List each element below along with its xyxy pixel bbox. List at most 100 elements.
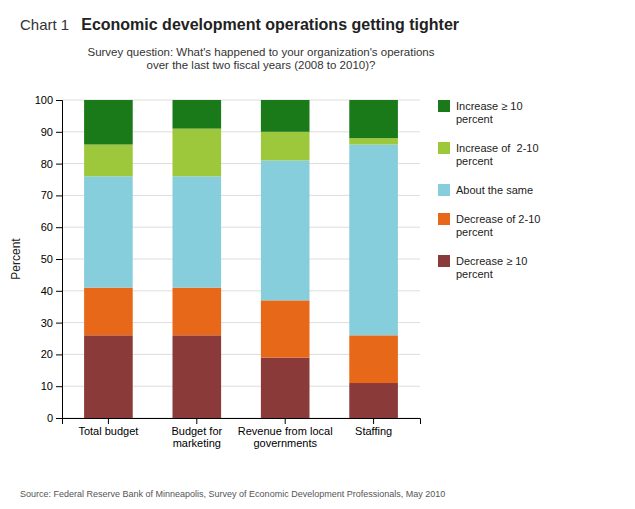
- legend-swatch: [438, 142, 450, 154]
- y-tick-mark: [56, 227, 62, 228]
- y-tick-label: 30: [41, 317, 53, 329]
- x-tick-label-line: Staffing: [355, 425, 392, 437]
- y-tick-mark: [56, 259, 62, 260]
- legend-item: Increase of 2-10percent: [438, 142, 539, 167]
- bars: [84, 100, 398, 418]
- x-tick-label: Total budget: [78, 425, 138, 437]
- y-tick-mark: [56, 386, 62, 387]
- y-tick-label: 10: [41, 380, 53, 392]
- x-tick-label-line: governments: [253, 437, 317, 449]
- bar-segment: [349, 138, 398, 144]
- y-axis-title: Percent: [9, 238, 23, 280]
- legend-label: Increase ≥ 10percent: [456, 100, 523, 125]
- y-tick: 0: [47, 412, 62, 424]
- bar-segment: [172, 288, 221, 336]
- x-axis-line: [63, 419, 421, 425]
- chart: Chart 1 Economic development operations g…: [0, 0, 635, 509]
- y-tick-label: 20: [41, 348, 53, 360]
- source: Source: Federal Reserve Bank of Minneapo…: [20, 489, 445, 499]
- x-tick-label: Budget formarketing: [171, 425, 222, 450]
- y-tick-label: 100: [35, 94, 53, 106]
- x-tick-label-line: Total budget: [78, 425, 138, 437]
- legend-swatch: [438, 184, 450, 196]
- x-tick-mark: [108, 418, 109, 424]
- subtitle: Survey question: What's happened to your…: [87, 46, 434, 71]
- y-tick-label: 50: [41, 253, 53, 265]
- x-tick-mark: [196, 418, 197, 424]
- bar-segment: [349, 100, 398, 138]
- bar-segment: [349, 335, 398, 383]
- bar-segment: [172, 100, 221, 129]
- x-axis: Total budget Budget formarketing Revenue f…: [63, 418, 421, 449]
- y-tick-mark: [56, 291, 62, 292]
- title: Economic development operations getting …: [81, 16, 459, 33]
- x-tick-label-line: Budget for: [171, 425, 222, 437]
- y-tick: 50: [41, 253, 62, 265]
- series: [84, 335, 398, 418]
- bar-segment: [261, 300, 310, 357]
- subtitle-line: over the last two fiscal years (2008 to …: [147, 59, 376, 71]
- y-tick-mark: [56, 354, 62, 355]
- x-tick: Revenue from localgovernments: [238, 418, 333, 449]
- y-tick: 40: [41, 285, 62, 297]
- bar-segment: [261, 160, 310, 300]
- y-tick-label: 40: [41, 285, 53, 297]
- y-tick: 100: [35, 94, 62, 106]
- y-tick: 90: [41, 126, 62, 138]
- x-tick-label-line: Revenue from local: [238, 425, 333, 437]
- x-tick-label-line: marketing: [173, 437, 221, 449]
- x-tick: Total budget: [78, 418, 138, 437]
- y-tick-mark: [56, 418, 62, 419]
- legend-item: Increase ≥ 10percent: [438, 100, 523, 125]
- legend: Increase ≥ 10percentIncrease of 2-10perc…: [438, 100, 540, 280]
- legend-label-line: Increase ≥ 10: [456, 100, 523, 112]
- y-axis-line: [56, 101, 63, 419]
- chart-label: Chart 1: [20, 16, 69, 33]
- y-tick-mark: [56, 132, 62, 133]
- legend-item: Decrease ≥ 10percent: [438, 255, 527, 280]
- legend-label: About the same: [456, 184, 533, 196]
- bar-segment: [84, 176, 133, 287]
- legend-swatch: [438, 213, 450, 225]
- bar-segment: [84, 145, 133, 177]
- bar-segment: [261, 358, 310, 418]
- x-tick-mark: [285, 418, 286, 424]
- legend-label-line: Decrease ≥ 10: [456, 255, 527, 267]
- series: [84, 100, 398, 145]
- y-tick-mark: [56, 164, 62, 165]
- y-tick: 20: [41, 348, 62, 360]
- bar-segment: [349, 383, 398, 418]
- y-tick: 80: [41, 158, 62, 170]
- bar-segment: [84, 100, 133, 145]
- x-tick: Staffing: [355, 418, 392, 437]
- series: [84, 145, 398, 336]
- x-tick-mark: [373, 418, 374, 424]
- legend-swatch: [438, 255, 450, 267]
- legend-label: Decrease of 2-10percent: [456, 213, 540, 238]
- bar-segment: [84, 288, 133, 336]
- bar-segment: [172, 176, 221, 287]
- legend-swatch: [438, 100, 450, 112]
- bar-segment: [172, 129, 221, 177]
- x-tick: Budget formarketing: [171, 418, 222, 449]
- subtitle-line: Survey question: What's happened to your…: [87, 46, 434, 58]
- bar-segment: [172, 335, 221, 418]
- x-tick-label: Staffing: [355, 425, 392, 437]
- legend-label-line: percent: [456, 155, 493, 167]
- legend-label-line: About the same: [456, 184, 533, 196]
- y-tick-mark: [56, 100, 62, 101]
- legend-label: Increase of 2-10percent: [456, 142, 539, 167]
- legend-label-line: Decrease of 2-10: [456, 213, 540, 225]
- y-tick-label: 60: [41, 221, 53, 233]
- legend-item: About the same: [438, 184, 533, 196]
- bar-segment: [261, 100, 310, 132]
- y-tick-label: 0: [47, 412, 53, 424]
- y-tick: 60: [41, 221, 62, 233]
- bar-segment: [261, 132, 310, 161]
- legend-label-line: percent: [456, 268, 493, 280]
- y-tick: 70: [41, 189, 62, 201]
- legend-label-line: percent: [456, 113, 493, 125]
- bar-segment: [84, 335, 133, 418]
- legend-label-line: percent: [456, 226, 493, 238]
- y-tick: 30: [41, 317, 62, 329]
